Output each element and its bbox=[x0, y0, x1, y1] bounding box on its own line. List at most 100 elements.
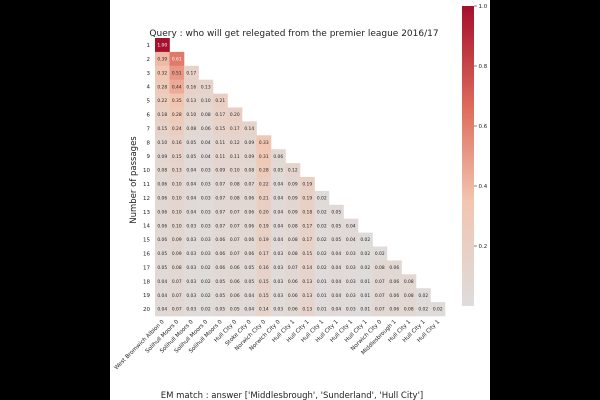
y-tick-label: 1 bbox=[147, 43, 151, 49]
heatmap-cell bbox=[213, 274, 228, 289]
heatmap-cell bbox=[372, 246, 388, 261]
heatmap-cell-label: 0.07 bbox=[172, 293, 182, 299]
y-tick-label: 10 bbox=[143, 168, 150, 174]
y-tick-label: 14 bbox=[143, 224, 150, 230]
heatmap-cell-label: 0.06 bbox=[230, 293, 240, 299]
heatmap-cell bbox=[300, 260, 315, 275]
heatmap-cell bbox=[227, 204, 243, 219]
heatmap-cell-label: 0.15 bbox=[172, 154, 182, 160]
heatmap-cell bbox=[256, 232, 272, 247]
heatmap-cell bbox=[227, 288, 243, 303]
heatmap-cell bbox=[242, 190, 257, 206]
heatmap-cell-label: 0.05 bbox=[331, 209, 341, 215]
heatmap-cell bbox=[227, 163, 243, 178]
figure-canvas: Query : who will get relegated from the … bbox=[110, 0, 490, 400]
heatmap-cell bbox=[256, 190, 272, 206]
heatmap-cell bbox=[184, 274, 199, 289]
heatmap-cell bbox=[213, 107, 228, 122]
heatmap-cell bbox=[198, 149, 214, 164]
heatmap-cell-label: 0.11 bbox=[215, 154, 225, 160]
heatmap-cell bbox=[285, 302, 301, 317]
heatmap-cell bbox=[401, 274, 417, 289]
heatmap-cell-label: 0.09 bbox=[157, 154, 167, 160]
heatmap-cell-label: 0.04 bbox=[244, 293, 254, 299]
heatmap-cell bbox=[271, 288, 286, 303]
heatmap-cell-label: 0.04 bbox=[201, 140, 211, 146]
heatmap-cell bbox=[242, 288, 257, 303]
heatmap-cell-label: 0.03 bbox=[273, 279, 283, 285]
heatmap-cell-label: 0.15 bbox=[259, 293, 269, 299]
heatmap-cell-label: 1.00 bbox=[157, 43, 167, 49]
heatmap-cell-label: 0.09 bbox=[172, 237, 182, 243]
heatmap-cell-label: 0.05 bbox=[244, 265, 254, 271]
heatmap-cell bbox=[314, 218, 330, 233]
heatmap-cell-label: 0.17 bbox=[302, 237, 312, 243]
heatmap-cell bbox=[314, 288, 330, 303]
heatmap-cell-label: 0.10 bbox=[172, 195, 182, 201]
heatmap-cell-label: 0.16 bbox=[172, 140, 182, 146]
heatmap-cell bbox=[198, 121, 214, 136]
heatmap-cell bbox=[227, 177, 243, 192]
heatmap-cell bbox=[227, 218, 243, 233]
heatmap-cell-label: 0.32 bbox=[157, 70, 167, 76]
heatmap-cell bbox=[169, 302, 185, 317]
heatmap-cell-label: 0.19 bbox=[302, 195, 312, 201]
heatmap-cell-label: 0.19 bbox=[259, 223, 269, 229]
heatmap-cell bbox=[227, 274, 243, 289]
heatmap-cell-label: 0.05 bbox=[273, 168, 283, 174]
heatmap-cell bbox=[169, 246, 185, 261]
colorbar-tick-label: 1.0 bbox=[479, 4, 488, 10]
heatmap-cell-label: 0.07 bbox=[215, 209, 225, 215]
heatmap-cell bbox=[155, 274, 170, 289]
heatmap-cell-label: 0.02 bbox=[317, 251, 327, 257]
heatmap-cell bbox=[387, 274, 402, 289]
heatmap-cell-labels: 1.00 0.39 0.61 0.32 0.51 0.17 0.28 0.44 0.16 0.13… bbox=[157, 43, 442, 313]
heatmap-cell bbox=[184, 246, 199, 261]
heatmap-cell-label: 0.08 bbox=[288, 237, 298, 243]
heatmap-cell-label: 0.28 bbox=[157, 84, 167, 90]
heatmap-cell-label: 0.03 bbox=[273, 265, 283, 271]
heatmap-cell-label: 0.07 bbox=[172, 279, 182, 285]
heatmap-cell bbox=[242, 121, 257, 136]
heatmap-cell bbox=[198, 274, 214, 289]
heatmap-cell bbox=[358, 260, 373, 275]
heatmap-cell bbox=[285, 204, 301, 219]
heatmap-cell bbox=[155, 79, 170, 94]
heatmap-cell-label: 0.03 bbox=[201, 237, 211, 243]
heatmap-cell bbox=[155, 93, 170, 108]
heatmap-cell bbox=[300, 218, 315, 233]
heatmap-cell bbox=[343, 260, 359, 275]
heatmap-cell-label: 0.03 bbox=[346, 293, 356, 299]
colorbar-tick-labels: 1.0 0.8 0.6 0.4 0.2 bbox=[474, 4, 488, 250]
heatmap-cell-label: 0.06 bbox=[288, 307, 298, 313]
heatmap-cell-label: 0.06 bbox=[215, 251, 225, 257]
heatmap-cell-label: 0.06 bbox=[215, 265, 225, 271]
heatmap-cell bbox=[184, 302, 199, 317]
heatmap-cell-label: 0.06 bbox=[288, 279, 298, 285]
heatmap-cell-label: 0.14 bbox=[244, 126, 254, 132]
heatmap-cell bbox=[198, 218, 214, 233]
heatmap-cell-label: 0.24 bbox=[172, 126, 182, 132]
heatmap-cell-label: 0.07 bbox=[230, 209, 240, 215]
heatmap-cell-label: 0.03 bbox=[273, 293, 283, 299]
heatmap-cell bbox=[198, 79, 214, 94]
heatmap-cell bbox=[401, 302, 417, 317]
heatmap-cell-label: 0.02 bbox=[201, 279, 211, 285]
heatmap-cell bbox=[155, 135, 170, 150]
heatmap-cell-label: 0.09 bbox=[288, 182, 298, 188]
heatmap-cell-label: 0.01 bbox=[317, 307, 327, 313]
heatmap-cell bbox=[242, 135, 257, 150]
heatmap-cell bbox=[155, 218, 170, 233]
heatmap-cell-label: 0.05 bbox=[331, 223, 341, 229]
heatmap-cell-label: 0.06 bbox=[157, 237, 167, 243]
heatmap-cell-label: 0.03 bbox=[186, 251, 196, 257]
heatmap-cell-label: 0.06 bbox=[244, 237, 254, 243]
heatmap-cell bbox=[169, 163, 185, 178]
heatmap-cell-label: 0.11 bbox=[215, 140, 225, 146]
heatmap-cell-label: 0.09 bbox=[215, 168, 225, 174]
heatmap-cell bbox=[314, 260, 330, 275]
heatmap-cell-label: 0.03 bbox=[186, 237, 196, 243]
heatmap-cell-label: 0.17 bbox=[230, 126, 240, 132]
heatmap-cell bbox=[227, 149, 243, 164]
heatmap-cell-label: 0.10 bbox=[172, 209, 182, 215]
